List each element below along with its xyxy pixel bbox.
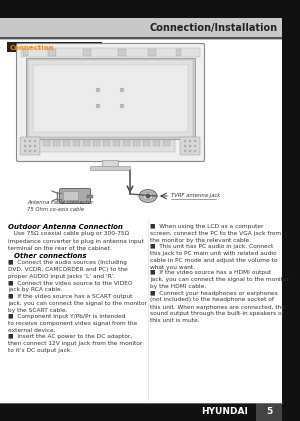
Bar <box>73 141 80 146</box>
Bar <box>21 48 200 57</box>
Bar <box>87 195 93 197</box>
Circle shape <box>24 145 26 147</box>
Text: ■  When using the LCD as a computer
screen, connect the PC to the VGA jack from
: ■ When using the LCD as a computer scree… <box>150 224 281 243</box>
Bar <box>0 18 282 38</box>
Text: ■  This unit has PC audio in jack. Connect
this jack to PC main unit with relate: ■ This unit has PC audio in jack. Connec… <box>150 244 278 270</box>
Circle shape <box>184 145 186 147</box>
Bar <box>0 38 282 40</box>
Circle shape <box>184 140 186 142</box>
Bar <box>148 49 156 56</box>
FancyBboxPatch shape <box>28 60 193 137</box>
Bar <box>43 141 50 146</box>
Bar <box>0 0 300 18</box>
Bar <box>118 49 126 56</box>
Bar <box>83 49 91 56</box>
Circle shape <box>184 150 186 152</box>
Circle shape <box>120 104 124 108</box>
Bar <box>113 141 120 146</box>
Text: ■  Component input Y/Pb/Pr is intended
to receive component video signal from th: ■ Component input Y/Pb/Pr is intended to… <box>8 314 137 333</box>
Circle shape <box>29 140 31 142</box>
Circle shape <box>194 150 196 152</box>
Bar <box>176 49 181 56</box>
Text: Antenna cable connector: Antenna cable connector <box>27 200 93 205</box>
Text: Use 75Ω coaxial cable plug or 300-75Ω
impedance converter to plug in antenna inp: Use 75Ω coaxial cable plug or 300-75Ω im… <box>8 232 144 250</box>
Bar <box>48 49 56 56</box>
Circle shape <box>146 194 151 198</box>
Circle shape <box>96 104 100 108</box>
Bar <box>63 141 70 146</box>
Text: Connection: Connection <box>10 45 55 51</box>
Bar <box>153 141 160 146</box>
FancyBboxPatch shape <box>26 58 195 139</box>
Text: HYUNDAI: HYUNDAI <box>201 407 248 416</box>
Text: 5: 5 <box>266 407 272 416</box>
Circle shape <box>194 140 196 142</box>
Bar <box>143 141 150 146</box>
Bar <box>7 42 102 52</box>
Circle shape <box>189 145 191 147</box>
FancyBboxPatch shape <box>180 137 200 155</box>
Bar <box>256 403 282 421</box>
Bar <box>23 49 28 56</box>
Bar <box>93 141 100 146</box>
Ellipse shape <box>139 189 157 203</box>
FancyBboxPatch shape <box>59 189 91 203</box>
Text: ■  Connect your headphones or earphones
(not included) to the headphone socket o: ■ Connect your headphones or earphones (… <box>150 290 285 323</box>
Circle shape <box>24 150 26 152</box>
Bar <box>90 166 130 170</box>
Bar <box>83 141 90 146</box>
Circle shape <box>24 140 26 142</box>
Circle shape <box>29 150 31 152</box>
FancyBboxPatch shape <box>16 43 205 162</box>
Text: Other connections: Other connections <box>14 253 86 258</box>
Circle shape <box>189 140 191 142</box>
Bar <box>163 141 170 146</box>
Circle shape <box>120 88 124 92</box>
Circle shape <box>189 150 191 152</box>
Bar <box>53 141 60 146</box>
Text: 75 Ohm co-axis cable: 75 Ohm co-axis cable <box>27 207 84 212</box>
Text: ■  Insert the AC power to the DC adaptor,
then connect 12V input jack from the m: ■ Insert the AC power to the DC adaptor,… <box>8 334 142 353</box>
Ellipse shape <box>143 192 153 200</box>
Circle shape <box>29 145 31 147</box>
Text: TVRF antenna jack: TVRF antenna jack <box>171 192 220 197</box>
FancyBboxPatch shape <box>64 192 79 200</box>
Bar <box>133 141 140 146</box>
Circle shape <box>194 145 196 147</box>
Circle shape <box>34 140 36 142</box>
Bar <box>123 141 130 146</box>
Text: ■  Connect the audio sources (Including
DVD, VCDR, CAMCORDER and PC) to the
prop: ■ Connect the audio sources (Including D… <box>8 260 128 279</box>
Circle shape <box>34 145 36 147</box>
Bar <box>0 37 282 38</box>
Bar <box>102 160 118 167</box>
FancyBboxPatch shape <box>33 65 188 132</box>
Bar <box>40 140 175 152</box>
Text: ■  If the video source has a HDMI output
jack, you can connect the signal to the: ■ If the video source has a HDMI output … <box>150 270 289 289</box>
Text: Connection/Installation: Connection/Installation <box>150 23 278 33</box>
Circle shape <box>34 150 36 152</box>
Bar <box>103 141 110 146</box>
Text: Outdoor Antenna Connection: Outdoor Antenna Connection <box>8 224 123 230</box>
Text: ■  If the video source has a SCART output
jack, you can connect the signal to th: ■ If the video source has a SCART output… <box>8 294 147 313</box>
FancyBboxPatch shape <box>20 137 40 155</box>
Bar <box>0 403 300 421</box>
Text: ■  Connect the video source to the VIDEO
jack by RCA cable.: ■ Connect the video source to the VIDEO … <box>8 280 133 292</box>
Bar <box>282 0 300 421</box>
Circle shape <box>96 88 100 92</box>
